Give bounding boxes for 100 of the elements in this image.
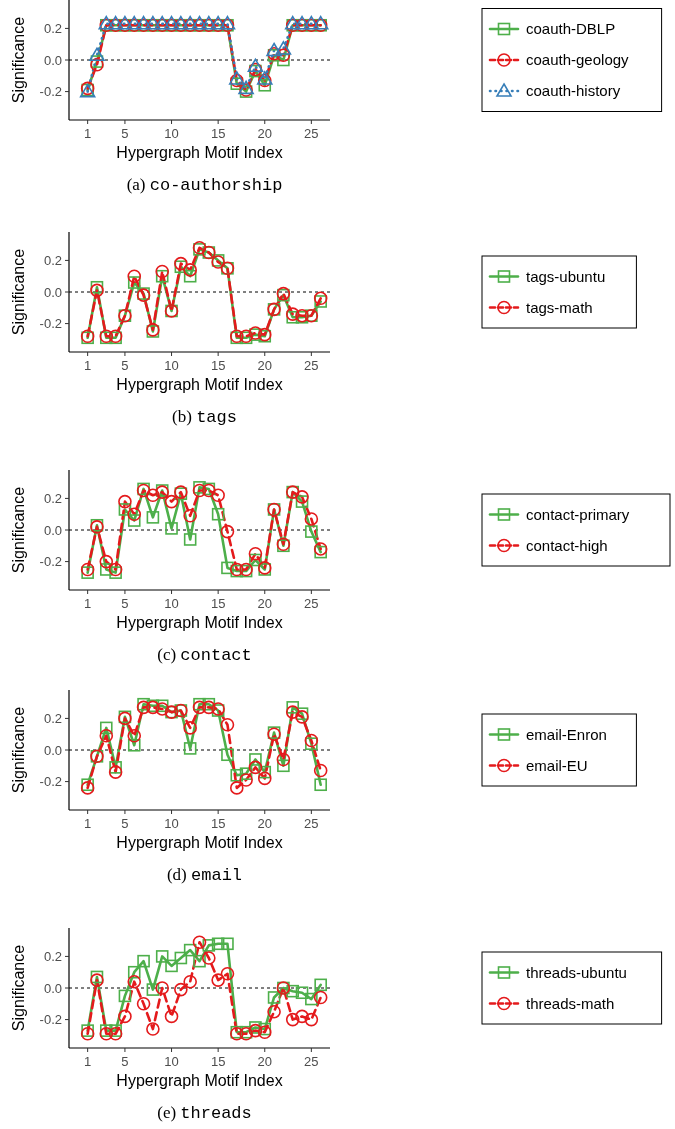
x-tick-label: 25: [304, 126, 319, 141]
point: [90, 283, 104, 298]
y-tick-label: 0.0: [43, 742, 62, 758]
text: (a) co-authorship: [126, 175, 283, 195]
x-tick-label: 20: [257, 816, 272, 831]
x-tick-label: 5: [121, 816, 129, 831]
point: [127, 514, 141, 527]
point: [164, 1009, 179, 1024]
x-tick-label: 1: [84, 816, 92, 831]
x-tick-label: 25: [304, 596, 319, 611]
point: [248, 546, 263, 561]
text: (d) email: [166, 865, 243, 885]
point: [183, 721, 197, 735]
point: [127, 974, 142, 989]
point: [247, 58, 264, 73]
point: [266, 42, 282, 57]
point: [276, 48, 291, 63]
point: [109, 761, 122, 774]
x-tick-label: 5: [121, 596, 129, 611]
x-tick-label: 25: [304, 1054, 319, 1069]
y-axis-title: Significance: [10, 944, 27, 1032]
point: [99, 563, 113, 576]
point: [249, 753, 262, 766]
point: [99, 554, 114, 569]
point: [90, 280, 104, 294]
y-tick-label: 0.2: [43, 710, 62, 726]
x-tick-label: 15: [210, 126, 226, 141]
point: [118, 494, 132, 509]
point: [258, 78, 272, 92]
x-tick-label: 15: [210, 816, 226, 831]
point: [118, 1009, 132, 1024]
x-axis-title: Hypergraph Motif Index: [116, 376, 283, 393]
x-axis-title: Hypergraph Motif Index: [116, 1072, 283, 1089]
y-tick-label: 0.2: [43, 20, 62, 36]
point: [267, 991, 281, 1004]
point: [108, 1026, 123, 1041]
legend-label: threads-ubuntu: [526, 963, 627, 981]
point: [183, 263, 197, 277]
point: [183, 742, 197, 755]
point: [286, 701, 300, 714]
x-tick-label: 10: [164, 126, 179, 141]
point: [313, 763, 328, 778]
point: [108, 765, 123, 779]
point: [313, 990, 328, 1005]
x-axis-title: Hypergraph Motif Index: [116, 614, 283, 631]
x-tick-label: 20: [257, 1054, 272, 1069]
x-tick-label: 25: [304, 816, 319, 831]
point: [305, 525, 318, 538]
point: [295, 710, 309, 724]
point: [304, 512, 319, 526]
point: [314, 295, 327, 308]
legend-label: tags-ubuntu: [526, 267, 606, 285]
y-axis-title: Significance: [10, 486, 27, 574]
x-axis-title: Hypergraph Motif Index: [116, 834, 283, 851]
point: [276, 752, 291, 767]
point: [192, 483, 207, 498]
point: [221, 937, 234, 951]
point: [248, 1023, 263, 1038]
point: [193, 954, 206, 968]
point: [285, 705, 300, 719]
x-tick-label: 15: [210, 358, 226, 373]
point: [193, 697, 206, 711]
point: [127, 276, 141, 289]
y-tick-label: -0.2: [39, 316, 62, 332]
text: (b) tags: [172, 407, 237, 427]
x-tick-label: 1: [84, 1054, 92, 1069]
point: [99, 728, 114, 743]
x-tick-label: 5: [121, 126, 129, 141]
x-tick-label: 15: [210, 1054, 226, 1069]
point: [295, 490, 309, 504]
point: [202, 951, 216, 965]
y-axis-title: Significance: [10, 16, 27, 104]
point: [239, 767, 253, 780]
point: [146, 1022, 160, 1036]
x-tick-label: 20: [257, 126, 272, 141]
point: [118, 503, 132, 516]
point: [305, 737, 318, 750]
point: [286, 984, 300, 998]
point: [295, 1009, 309, 1024]
text: (c) contact: [157, 645, 252, 665]
x-axis-title: Hypergraph Motif Index: [116, 144, 283, 161]
point: [211, 973, 225, 987]
point: [192, 700, 207, 715]
point: [127, 965, 141, 979]
x-tick-label: 5: [121, 1054, 129, 1069]
point: [155, 264, 170, 279]
y-tick-label: 0.2: [43, 252, 62, 268]
point: [127, 738, 141, 752]
point: [202, 700, 216, 715]
point: [221, 561, 234, 575]
y-tick-label: -0.2: [39, 1012, 62, 1028]
point: [220, 966, 235, 981]
x-tick-label: 20: [257, 358, 272, 373]
point: [249, 553, 262, 567]
point: [99, 721, 113, 735]
point: [165, 959, 178, 973]
legend-label: contact-high: [526, 536, 608, 554]
point: [248, 760, 263, 775]
point: [275, 41, 292, 55]
y-axis-title: Significance: [10, 706, 27, 794]
